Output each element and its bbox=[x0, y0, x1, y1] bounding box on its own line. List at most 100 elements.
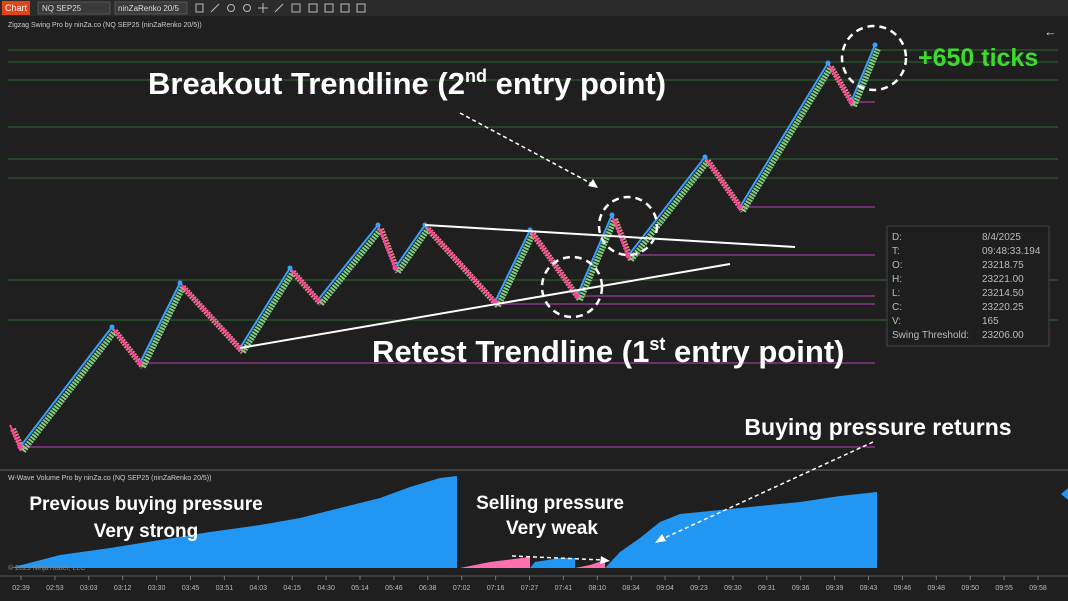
info-key: C: bbox=[892, 302, 902, 313]
info-value: 23220.25 bbox=[982, 302, 1024, 313]
x-tick-label: 07:16 bbox=[487, 585, 505, 592]
info-value: 23214.50 bbox=[982, 288, 1024, 299]
swing-point bbox=[287, 265, 293, 271]
zigzag-leg bbox=[494, 229, 531, 303]
zigzag-leg bbox=[19, 326, 113, 448]
x-tick-label: 09:43 bbox=[860, 585, 878, 592]
x-tick-label: 06:38 bbox=[419, 585, 437, 592]
info-key: V: bbox=[892, 316, 901, 327]
breakout-trendline bbox=[424, 224, 796, 248]
gain-label: +650 ticks bbox=[918, 44, 1038, 72]
info-value: 09:48:33.194 bbox=[982, 246, 1041, 257]
zigzag-leg bbox=[611, 214, 629, 257]
breakout-text: Breakout Trendline (2 bbox=[148, 66, 465, 101]
volume-indicator-label: W-Wave Volume Pro by ninZa.co (NQ SEP25 … bbox=[8, 475, 211, 482]
zigzag-leg bbox=[9, 424, 21, 448]
info-value: 165 bbox=[982, 316, 999, 327]
back-arrow[interactable]: ← bbox=[1044, 24, 1057, 39]
bar-type-select[interactable] bbox=[114, 1, 188, 15]
zigzag bbox=[9, 42, 881, 453]
zigzag-leg bbox=[317, 224, 379, 301]
x-tick-label: 07:02 bbox=[453, 585, 471, 592]
x-tick-label: 04:30 bbox=[317, 585, 335, 592]
x-tick-label: 09:50 bbox=[961, 585, 979, 592]
x-tick-label: 09:30 bbox=[724, 585, 742, 592]
volume-marker bbox=[1061, 488, 1068, 500]
zigzag-leg bbox=[627, 156, 706, 257]
x-tick-label: 08:10 bbox=[589, 585, 607, 592]
swing-point bbox=[625, 253, 631, 259]
x-tick-label: 05:46 bbox=[385, 585, 403, 592]
x-tick-label: 09:23 bbox=[690, 585, 708, 592]
breakout-label: Breakout Trendline (2nd entry point) bbox=[148, 66, 666, 101]
swing-point bbox=[848, 99, 854, 105]
breakout-text-end: entry point) bbox=[487, 66, 666, 101]
selling-label: Very weak bbox=[506, 518, 598, 539]
volume-area bbox=[605, 492, 877, 568]
info-value: 23221.00 bbox=[982, 274, 1024, 285]
zigzag-leg bbox=[239, 267, 291, 349]
swing-point bbox=[109, 324, 115, 330]
renko-up bbox=[318, 227, 384, 306]
info-key: Swing Threshold: bbox=[892, 330, 969, 341]
x-tick-label: 09:04 bbox=[656, 585, 674, 592]
bar-type[interactable]: ninZaRenko 20/5 bbox=[118, 4, 179, 13]
x-tick-label: 04:03 bbox=[250, 585, 268, 592]
x-tick-label: 04:15 bbox=[283, 585, 301, 592]
zigzag-leg bbox=[704, 156, 741, 208]
x-tick-label: 03:03 bbox=[80, 585, 98, 592]
toolbar-icons[interactable] bbox=[195, 3, 366, 13]
zigzag-leg bbox=[576, 214, 613, 297]
selling-area bbox=[460, 557, 530, 568]
renko-down bbox=[10, 427, 26, 453]
info-box bbox=[886, 225, 1050, 347]
retest-text-end: entry point) bbox=[665, 334, 844, 369]
copyright: © 2025 NinjaTrader, LLC bbox=[8, 564, 85, 572]
retest-text: Retest Trendline (1 bbox=[372, 334, 649, 369]
x-tick-label: 09:58 bbox=[1029, 585, 1047, 592]
volume-area bbox=[530, 558, 575, 568]
x-tick-label: 02:39 bbox=[12, 585, 30, 592]
swing-point bbox=[609, 212, 615, 218]
swing-point bbox=[315, 297, 321, 303]
info-key: O: bbox=[892, 260, 903, 271]
renko-up bbox=[851, 47, 881, 108]
volume-area bbox=[10, 476, 457, 568]
zigzag-leg bbox=[377, 224, 396, 269]
zigzag-leg bbox=[139, 282, 181, 364]
retest-sup: st bbox=[649, 334, 665, 354]
instrument-select[interactable] bbox=[37, 1, 111, 15]
x-tick-label: 05:14 bbox=[351, 585, 369, 592]
retest-trendline bbox=[239, 263, 731, 349]
arrow bbox=[511, 555, 605, 561]
x-tick-label: 09:48 bbox=[928, 585, 946, 592]
x-tick-label: 09:31 bbox=[758, 585, 776, 592]
swing-point bbox=[137, 360, 143, 366]
arrow-head bbox=[655, 534, 666, 543]
previous-label: Very strong bbox=[94, 521, 199, 542]
x-tick-label: 03:45 bbox=[182, 585, 200, 592]
returns-label: Buying pressure returns bbox=[744, 414, 1011, 440]
zigzag-leg bbox=[739, 62, 829, 208]
x-tick-label: 08:34 bbox=[622, 585, 640, 592]
swing-point bbox=[392, 265, 398, 271]
renko-up bbox=[395, 227, 431, 274]
renko-down bbox=[612, 217, 634, 262]
renko-up bbox=[240, 270, 296, 354]
swing-point bbox=[574, 293, 580, 299]
x-tick-label: 09:46 bbox=[894, 585, 912, 592]
zigzag-leg bbox=[111, 326, 141, 364]
swing-point bbox=[375, 222, 381, 228]
chart-button-label[interactable]: Chart bbox=[5, 3, 28, 13]
info-rows: D: 8/4/2025 T: 09:48:33.194 O: 23218.75 H: 2322… bbox=[892, 232, 1041, 341]
info-key: T: bbox=[892, 246, 900, 257]
chart-button[interactable] bbox=[2, 1, 30, 15]
x-axis-labels: 02:39 02:53 03:03 03:12 03:30 03:45 03:51 04:03… bbox=[12, 576, 1047, 592]
instrument[interactable]: NQ SEP25 bbox=[42, 4, 82, 13]
toolbar bbox=[0, 0, 1068, 16]
zigzag-leg bbox=[289, 267, 319, 301]
selling-area bbox=[575, 560, 605, 568]
x-tick-label: 07:41 bbox=[555, 585, 573, 592]
arrow-head bbox=[600, 556, 610, 564]
highlight-circles bbox=[540, 24, 908, 319]
